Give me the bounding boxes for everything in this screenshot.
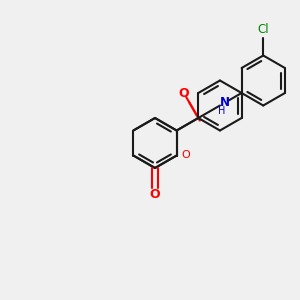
Text: O: O [150,188,160,202]
Text: N: N [220,96,230,109]
Text: Cl: Cl [257,23,269,36]
Text: O: O [179,87,190,100]
Text: O: O [182,151,190,160]
Text: H: H [218,106,226,116]
